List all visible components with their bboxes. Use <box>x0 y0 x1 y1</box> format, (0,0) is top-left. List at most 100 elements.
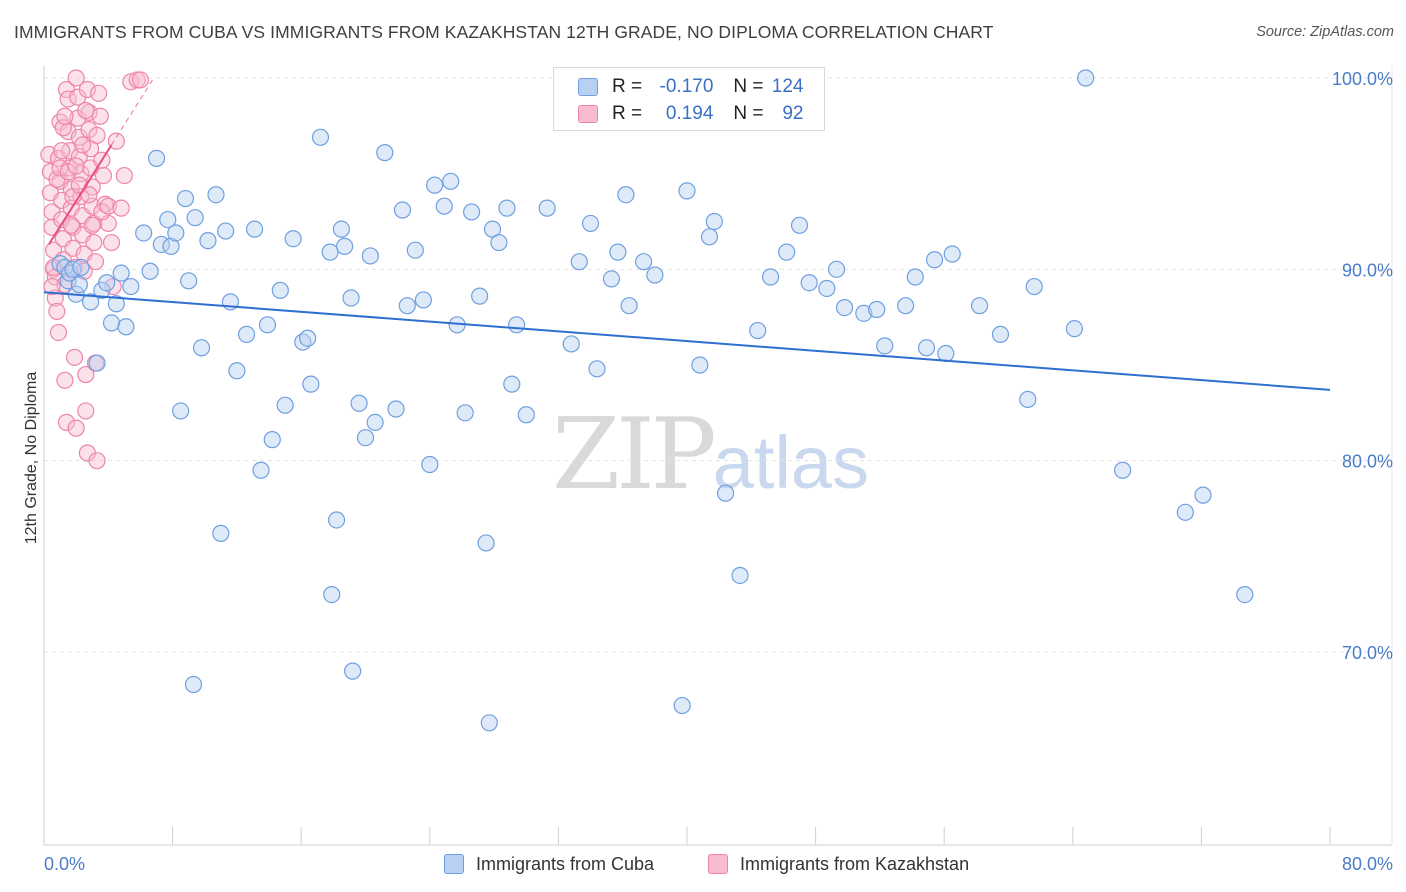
kazakhstan-point <box>67 69 85 87</box>
y-axis-label: 12th Grade, No Diploma <box>23 372 40 545</box>
cuba-point <box>159 210 177 229</box>
cuba-point <box>258 316 277 334</box>
kazakhstan-point <box>43 277 61 296</box>
cuba-point <box>82 293 100 311</box>
cuba-point <box>498 199 516 217</box>
cuba-r-value: -0.170 <box>659 76 714 97</box>
cuba-point <box>184 675 203 694</box>
cuba-point <box>323 585 341 604</box>
cuba-point <box>456 404 474 422</box>
cuba-swatch <box>578 78 598 96</box>
kazakhstan-point <box>77 101 95 120</box>
kazakhstan-point <box>67 157 85 175</box>
source-label: Source: ZipAtlas.com <box>1256 24 1394 40</box>
kazakhstan-legend-label: Immigrants from Kazakhstan <box>740 853 970 874</box>
cuba-point <box>1194 486 1212 504</box>
cuba-point <box>503 375 521 393</box>
kazakhstan-r-value: 0.194 <box>665 103 714 124</box>
cuba-point <box>588 360 606 378</box>
cuba-point <box>186 209 204 227</box>
cuba-trend-line <box>43 291 1331 391</box>
cuba-point <box>70 276 88 294</box>
cuba-point <box>245 220 264 238</box>
cuba-point <box>705 212 723 231</box>
cuba-point <box>421 455 439 474</box>
cuba-point <box>581 214 600 233</box>
kazakhstan-point <box>40 145 58 164</box>
cuba-point <box>462 203 481 221</box>
kazakhstan-point <box>62 216 80 234</box>
cuba-point <box>276 396 294 414</box>
legend-row-cuba: R = -0.170 N = 124 <box>578 75 804 99</box>
gridlines <box>44 77 1392 653</box>
kazakhstan-point <box>73 136 92 154</box>
cuba-point <box>1176 503 1194 521</box>
cuba-point <box>1019 390 1037 409</box>
cuba-point <box>570 253 588 271</box>
cuba-point <box>162 237 180 255</box>
kazakhstan-point <box>88 452 106 470</box>
cuba-point <box>344 662 362 680</box>
kazakhstan-point <box>91 107 109 125</box>
chart-title: IMMIGRANTS FROM CUBA VS IMMIGRANTS FROM … <box>14 22 994 42</box>
kazakhstan-point <box>112 199 130 217</box>
cuba-point <box>646 266 664 284</box>
r-label: R = <box>612 76 643 97</box>
cuba-point <box>517 406 535 424</box>
cuba-point <box>937 344 955 363</box>
r-label: R = <box>612 103 643 124</box>
cuba-point <box>299 329 317 347</box>
cuba-point <box>731 566 749 585</box>
cuba-legend-label: Immigrants from Cuba <box>476 853 655 874</box>
cuba-point <box>207 186 225 204</box>
cuba-point <box>835 299 854 317</box>
cuba-point <box>167 224 185 242</box>
cuba-point <box>818 279 836 298</box>
cuba-point <box>761 268 780 286</box>
cuba-point <box>876 337 894 355</box>
cuba-point <box>180 272 198 290</box>
kazakhstan-point <box>115 166 133 185</box>
cuba-point <box>199 232 217 250</box>
trend-lines <box>43 78 1331 391</box>
cuba-point <box>321 243 339 261</box>
kazakhstan-point <box>78 80 97 99</box>
cuba-point <box>1077 69 1095 87</box>
y-tick-label: 90.0% <box>1342 260 1393 280</box>
kazakhstan-n-value: 92 <box>782 103 804 124</box>
kazakhstan-point <box>77 365 95 384</box>
legend-row-kazakhstan: R = 0.194 N = 92 <box>578 102 804 126</box>
cuba-point <box>442 172 460 190</box>
cuba-point <box>1065 320 1084 338</box>
cuba-point <box>426 176 444 194</box>
cuba-point <box>700 228 719 246</box>
y-tick-label: 80.0% <box>1342 452 1393 472</box>
cuba-point <box>691 356 709 374</box>
kazakhstan-point <box>93 203 111 221</box>
cuba-point <box>228 362 246 380</box>
cuba-point <box>471 287 489 305</box>
cuba-point <box>991 325 1010 343</box>
correlation-legend: R = -0.170 N = 124 R = 0.194 N = 92 <box>553 67 825 131</box>
cuba-point <box>435 197 453 215</box>
tick-labels: 70.0% 80.0% 90.0% 100.0% 0.0% 80.0% <box>44 69 1393 874</box>
cuba-point <box>855 304 873 322</box>
cuba-point <box>107 295 125 313</box>
cuba-point <box>508 316 526 334</box>
kazakhstan-point <box>88 126 106 144</box>
cuba-point <box>147 149 166 167</box>
cuba-point <box>716 484 735 502</box>
cuba-point <box>366 413 384 431</box>
cuba-point <box>302 375 320 393</box>
kazakhstan-point <box>57 413 76 431</box>
cuba-point <box>562 335 580 353</box>
cuba-point <box>271 281 289 299</box>
cuba-point <box>790 216 809 234</box>
cuba-point <box>406 241 424 259</box>
cuba-point <box>336 237 354 255</box>
kazakhstan-point <box>86 253 105 271</box>
cuba-point <box>917 339 936 357</box>
cuba-point <box>398 297 416 315</box>
cuba-point <box>311 128 330 146</box>
